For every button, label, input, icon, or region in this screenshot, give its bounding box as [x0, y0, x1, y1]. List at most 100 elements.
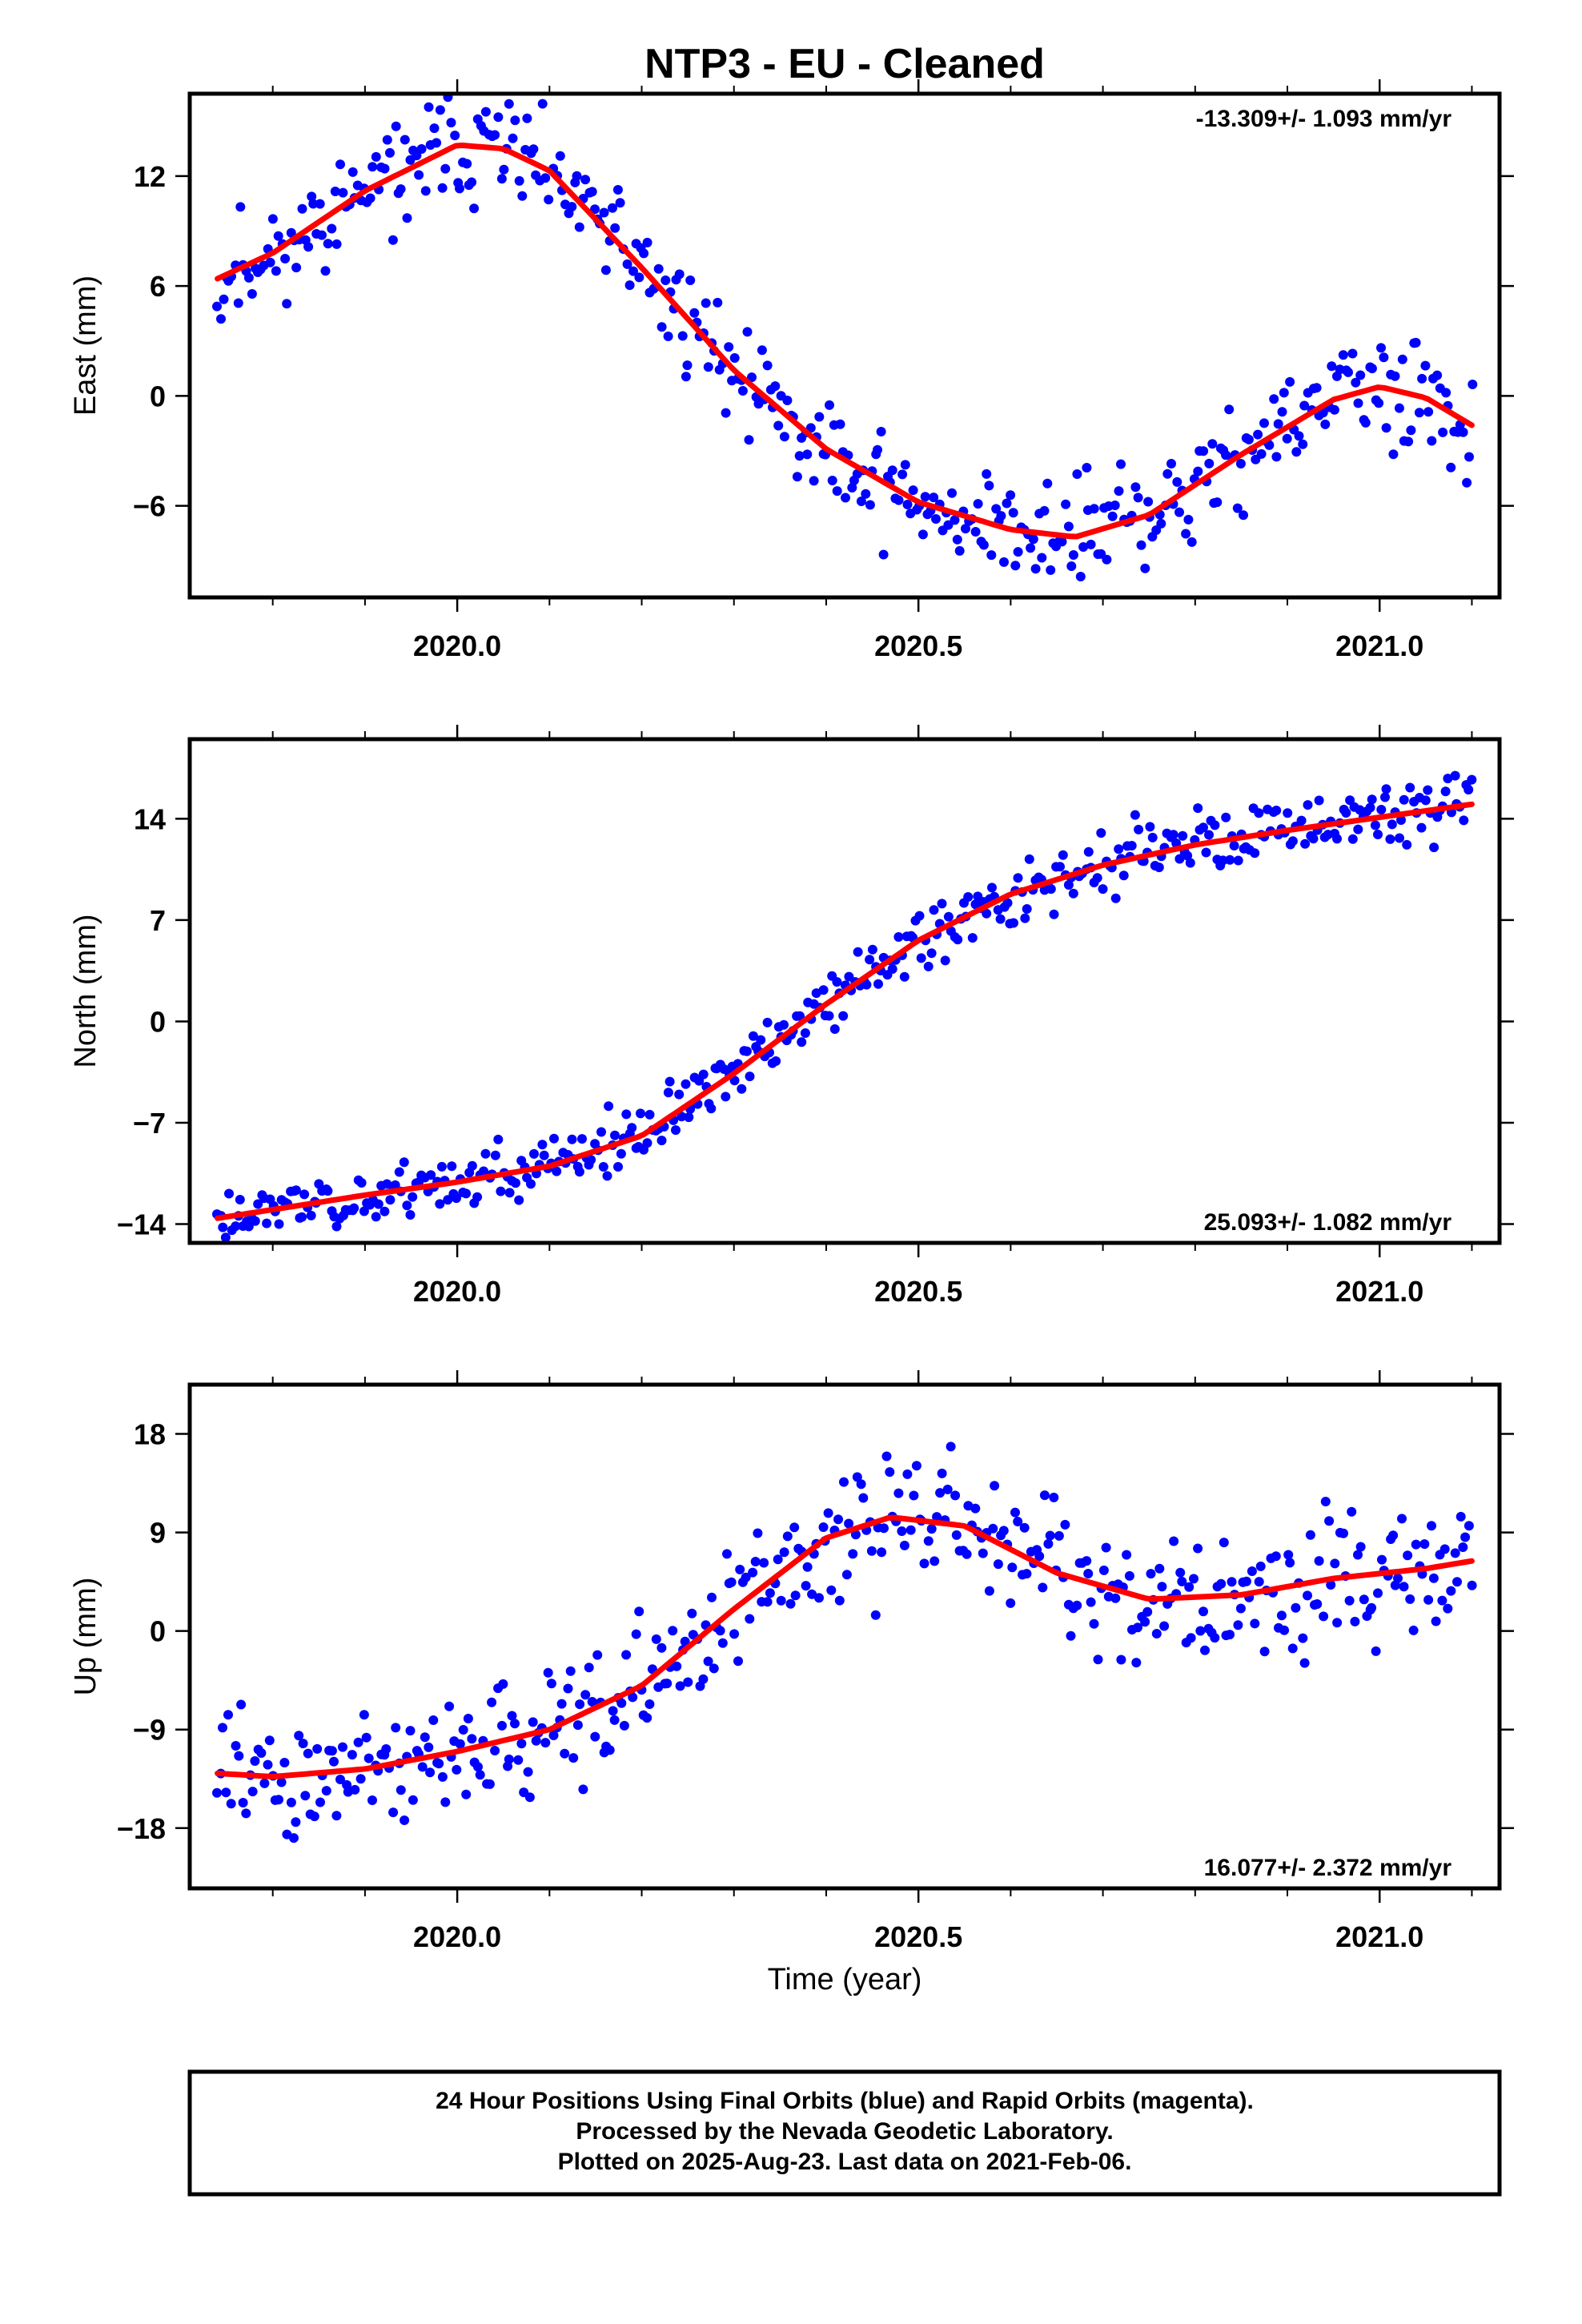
data-point [1186, 537, 1197, 547]
data-point [590, 204, 600, 215]
data-point [282, 299, 292, 309]
data-point [382, 135, 392, 145]
data-point [717, 1638, 728, 1648]
data-point [1416, 822, 1427, 833]
data-point [1022, 1569, 1032, 1579]
data-point [832, 486, 842, 497]
data-point [1347, 1506, 1357, 1517]
data-point [681, 372, 691, 382]
data-point [1443, 1603, 1453, 1614]
data-point [1174, 854, 1185, 864]
data-point [1063, 521, 1074, 532]
data-point [995, 914, 1006, 924]
data-point [1458, 1542, 1468, 1552]
data-point [877, 1547, 887, 1558]
data-point [1233, 1620, 1243, 1630]
data-point [416, 144, 427, 154]
data-point [385, 1195, 396, 1205]
data-point [424, 1742, 434, 1752]
data-point [998, 1526, 1009, 1536]
data-point [303, 242, 314, 252]
y-tick-label: 18 [134, 1418, 166, 1451]
data-point [612, 185, 623, 195]
data-point [703, 362, 713, 372]
data-point [490, 1746, 500, 1755]
data-point [1276, 1610, 1287, 1621]
data-point [932, 1512, 942, 1522]
data-point [967, 933, 978, 943]
data-point [807, 1589, 817, 1599]
data-point [1420, 795, 1431, 806]
data-point [580, 1690, 591, 1700]
data-point [644, 1699, 655, 1709]
data-point [298, 1739, 308, 1749]
data-point [1395, 833, 1404, 843]
data-point [937, 1468, 947, 1478]
data-point [1101, 1542, 1111, 1553]
data-point [286, 227, 296, 238]
data-point [675, 1681, 685, 1691]
data-point [765, 1588, 775, 1598]
data-point [838, 1011, 849, 1021]
data-point [586, 1155, 596, 1165]
data-point [440, 163, 451, 174]
data-point [681, 1079, 691, 1089]
data-point [1049, 1492, 1059, 1502]
data-point [1055, 862, 1065, 872]
data-point [574, 1167, 584, 1177]
data-point [672, 1661, 682, 1671]
data-point [677, 331, 688, 341]
data-point [424, 102, 434, 112]
data-point [943, 911, 954, 922]
data-point [1320, 1497, 1331, 1506]
y-axis-label: North (mm) [69, 914, 102, 1068]
data-point [379, 163, 390, 174]
data-point [516, 1739, 527, 1749]
data-point [289, 1833, 299, 1844]
data-point [417, 1762, 428, 1772]
data-point [1299, 1658, 1310, 1668]
data-point [578, 1784, 588, 1795]
data-point [1271, 452, 1282, 462]
data-point [663, 332, 673, 341]
data-point [1006, 490, 1016, 501]
x-tick-label: 2020.5 [874, 1920, 962, 1953]
data-point [1327, 361, 1337, 372]
data-point [1419, 1539, 1430, 1550]
data-point [661, 275, 671, 285]
data-point [294, 1731, 304, 1741]
data-point [1039, 505, 1050, 516]
data-point [940, 955, 950, 966]
data-point [359, 1206, 369, 1216]
data-point [1096, 828, 1106, 838]
data-point [331, 239, 342, 249]
data-point [1133, 493, 1143, 503]
data-point [1159, 1621, 1170, 1631]
data-point [256, 1748, 267, 1758]
data-point [634, 272, 644, 283]
data-point [865, 955, 875, 965]
data-point [1247, 1566, 1257, 1576]
data-point [1303, 800, 1313, 810]
data-point [572, 171, 582, 181]
data-point [1291, 1602, 1301, 1613]
data-point [674, 269, 685, 279]
data-point [802, 1562, 813, 1572]
plot-frame [187, 737, 1502, 1245]
data-point [279, 1758, 290, 1767]
data-point [1116, 459, 1126, 469]
data-point [1300, 838, 1311, 849]
data-point [685, 275, 696, 285]
data-point [219, 294, 229, 304]
data-point [1305, 1530, 1315, 1540]
data-point [1218, 855, 1228, 866]
data-point [291, 263, 302, 273]
data-point [867, 944, 877, 955]
data-point [865, 500, 875, 510]
y-tick-label: 0 [150, 380, 166, 412]
data-point [461, 1789, 472, 1799]
data-point [1464, 452, 1474, 462]
y-axis-label: Up (mm) [69, 1578, 102, 1696]
data-point [726, 1577, 737, 1587]
